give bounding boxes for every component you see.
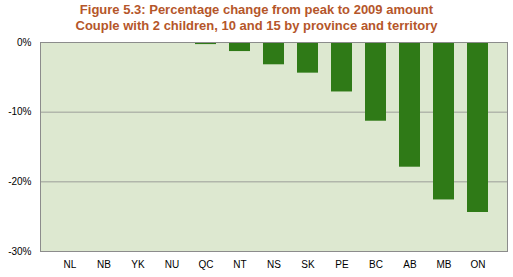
svg-text:NT: NT (233, 259, 246, 270)
svg-text:NL: NL (64, 259, 77, 270)
html-text:Figure 5.3: Percentage change: Figure 5.3: Percentage change from peak … (79, 2, 434, 17)
svg-text:YK: YK (131, 259, 145, 270)
svg-text:-10%: -10% (8, 106, 31, 117)
svg-text:NU: NU (165, 259, 179, 270)
svg-text:NS: NS (267, 259, 281, 270)
svg-text:SK: SK (301, 259, 315, 270)
svg-text:NB: NB (97, 259, 111, 270)
html-text:Couple with 2 children, 10 and: Couple with 2 children, 10 and 15 by pro… (75, 18, 438, 33)
svg-text:QC: QC (199, 259, 214, 270)
svg-text:-30%: -30% (8, 246, 31, 257)
svg-text:BC: BC (369, 259, 383, 270)
svg-text:AB: AB (403, 259, 417, 270)
svg-text:-20%: -20% (8, 176, 31, 187)
svg-text:MB: MB (437, 259, 452, 270)
svg-text:0%: 0% (17, 37, 32, 48)
svg-text:ON: ON (471, 259, 486, 270)
svg-text:PE: PE (335, 259, 349, 270)
